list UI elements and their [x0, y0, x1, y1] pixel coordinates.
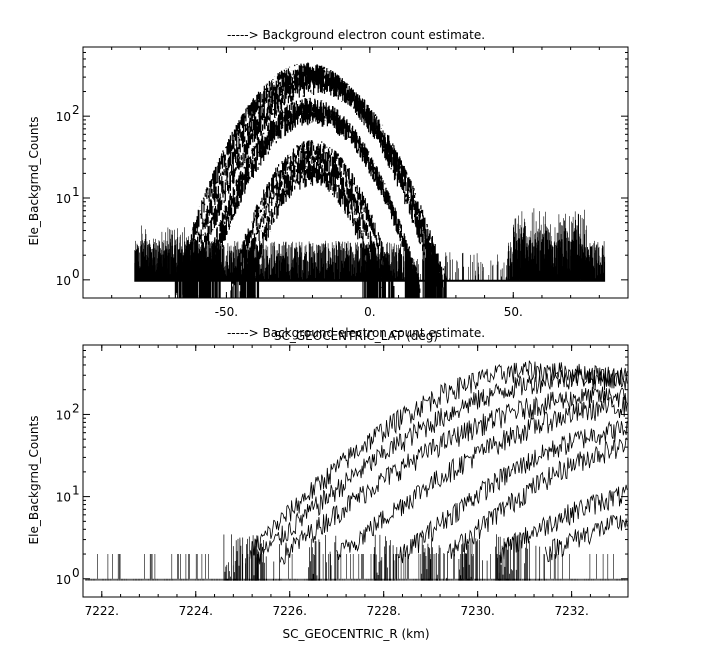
plot-frame — [82, 46, 629, 299]
y-tick-exponent: 0 — [72, 566, 80, 580]
chart-title: -----> Background electron count estimat… — [227, 326, 485, 340]
y-tick-label: 10 — [56, 110, 71, 124]
series-3 — [336, 396, 628, 560]
y-tick-label: 10 — [56, 192, 71, 206]
x-tick-label: 7222. — [85, 604, 119, 618]
series-2 — [189, 73, 447, 298]
chart-title: -----> Background electron count estimat… — [227, 28, 485, 42]
x-tick-label: 7232. — [554, 604, 588, 618]
x-tick-label: 7228. — [367, 604, 401, 618]
y-tick-exponent: 1 — [72, 185, 80, 199]
noise-floor — [85, 554, 628, 581]
series-7 — [247, 164, 378, 298]
plot-frame — [82, 344, 629, 598]
series-2 — [279, 386, 628, 566]
plot-area — [85, 360, 628, 581]
x-tick-label: -50. — [215, 305, 238, 319]
x-axis-label: SC_GEOCENTRIC_LAT (deg) — [274, 329, 438, 343]
chart-panel-radius: -----> Background electron count estimat… — [27, 326, 629, 641]
series-6-spikes — [458, 537, 500, 581]
y-tick-label: 10 — [56, 274, 71, 288]
y-tick-exponent: 2 — [72, 401, 80, 415]
series-5 — [448, 437, 628, 559]
chart-panel-lat: -----> Background electron count estimat… — [27, 28, 629, 343]
x-tick-label: 0. — [364, 305, 375, 319]
y-tick-exponent: 1 — [72, 484, 80, 498]
series-4 — [397, 420, 628, 564]
series-3-spikes — [308, 535, 337, 581]
series-4-spikes — [373, 534, 398, 581]
y-tick-exponent: 0 — [72, 267, 80, 281]
x-axis-label: SC_GEOCENTRIC_R (km) — [283, 627, 430, 641]
series-1 — [257, 367, 628, 565]
series-6 — [499, 484, 628, 564]
side-burst-2 — [513, 208, 588, 280]
y-axis-label: Ele_Backgrnd_Counts — [27, 117, 41, 246]
series-7-spikes — [496, 534, 545, 581]
y-tick-label: 10 — [56, 573, 71, 587]
y-tick-label: 10 — [56, 408, 71, 422]
x-tick-label: 7224. — [179, 604, 213, 618]
series-5-spikes — [420, 535, 448, 581]
x-tick-label: 50. — [504, 305, 523, 319]
y-axis-label: Ele_Backgrnd_Counts — [27, 416, 41, 545]
series-4 — [204, 103, 421, 298]
series-2-spikes — [251, 535, 280, 581]
x-tick-label: 7230. — [460, 604, 494, 618]
series-7 — [544, 514, 628, 563]
x-tick-label: 7226. — [273, 604, 307, 618]
y-tick-label: 10 — [56, 491, 71, 505]
plot-area — [134, 62, 606, 298]
y-tick-exponent: 2 — [72, 103, 80, 117]
